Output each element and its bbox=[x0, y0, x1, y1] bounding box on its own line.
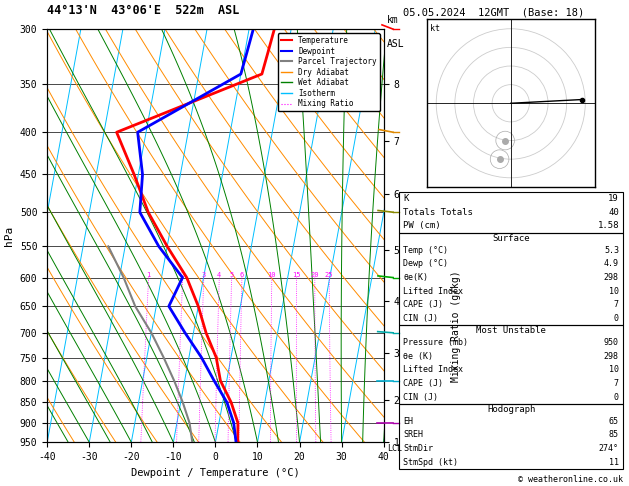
Text: Hodograph: Hodograph bbox=[487, 405, 535, 414]
Text: 298: 298 bbox=[604, 352, 619, 361]
Text: SREH: SREH bbox=[403, 431, 423, 439]
Text: 05.05.2024  12GMT  (Base: 18): 05.05.2024 12GMT (Base: 18) bbox=[403, 7, 584, 17]
Text: CAPE (J): CAPE (J) bbox=[403, 379, 443, 388]
Text: 1.58: 1.58 bbox=[598, 222, 619, 230]
Text: Lifted Index: Lifted Index bbox=[403, 365, 463, 374]
Text: 10: 10 bbox=[267, 272, 276, 278]
Text: Totals Totals: Totals Totals bbox=[403, 208, 473, 217]
Text: Pressure (mb): Pressure (mb) bbox=[403, 338, 468, 347]
Text: © weatheronline.co.uk: © weatheronline.co.uk bbox=[518, 474, 623, 484]
Text: 0: 0 bbox=[614, 393, 619, 401]
Text: StmDir: StmDir bbox=[403, 444, 433, 453]
Text: 20: 20 bbox=[311, 272, 319, 278]
Text: Lifted Index: Lifted Index bbox=[403, 287, 463, 295]
Text: 40: 40 bbox=[608, 208, 619, 217]
Text: 10: 10 bbox=[609, 287, 619, 295]
Text: Surface: Surface bbox=[493, 234, 530, 243]
Text: CIN (J): CIN (J) bbox=[403, 393, 438, 401]
Text: 274°: 274° bbox=[599, 444, 619, 453]
Text: 19: 19 bbox=[608, 194, 619, 203]
X-axis label: Dewpoint / Temperature (°C): Dewpoint / Temperature (°C) bbox=[131, 468, 300, 478]
Text: 4: 4 bbox=[217, 272, 221, 278]
Text: km: km bbox=[387, 15, 399, 25]
Text: Mixing Ratio (g/kg): Mixing Ratio (g/kg) bbox=[451, 271, 461, 382]
Text: 25: 25 bbox=[325, 272, 333, 278]
Text: StmSpd (kt): StmSpd (kt) bbox=[403, 458, 458, 467]
Text: 5: 5 bbox=[230, 272, 234, 278]
Y-axis label: hPa: hPa bbox=[4, 226, 14, 246]
Text: 950: 950 bbox=[604, 338, 619, 347]
Text: 1: 1 bbox=[147, 272, 151, 278]
Text: θe(K): θe(K) bbox=[403, 273, 428, 282]
Text: 3: 3 bbox=[202, 272, 206, 278]
Text: EH: EH bbox=[403, 417, 413, 426]
Text: 15: 15 bbox=[292, 272, 301, 278]
Text: PW (cm): PW (cm) bbox=[403, 222, 441, 230]
Text: 7: 7 bbox=[614, 379, 619, 388]
Text: K: K bbox=[403, 194, 409, 203]
Text: 5.3: 5.3 bbox=[604, 246, 619, 255]
Text: 11: 11 bbox=[609, 458, 619, 467]
Text: 7: 7 bbox=[614, 300, 619, 309]
Text: kt: kt bbox=[430, 24, 440, 34]
Text: CIN (J): CIN (J) bbox=[403, 314, 438, 323]
Text: Temp (°C): Temp (°C) bbox=[403, 246, 448, 255]
Text: Dewp (°C): Dewp (°C) bbox=[403, 260, 448, 268]
Text: 10: 10 bbox=[609, 365, 619, 374]
Text: Most Unstable: Most Unstable bbox=[476, 326, 546, 335]
Text: 0: 0 bbox=[614, 314, 619, 323]
Text: 65: 65 bbox=[609, 417, 619, 426]
Text: θe (K): θe (K) bbox=[403, 352, 433, 361]
Legend: Temperature, Dewpoint, Parcel Trajectory, Dry Adiabat, Wet Adiabat, Isotherm, Mi: Temperature, Dewpoint, Parcel Trajectory… bbox=[277, 33, 380, 111]
Text: 2: 2 bbox=[181, 272, 185, 278]
Text: 4.9: 4.9 bbox=[604, 260, 619, 268]
Text: 85: 85 bbox=[609, 431, 619, 439]
Text: 44°13'N  43°06'E  522m  ASL: 44°13'N 43°06'E 522m ASL bbox=[47, 4, 240, 17]
Text: LCL: LCL bbox=[387, 444, 402, 453]
Text: CAPE (J): CAPE (J) bbox=[403, 300, 443, 309]
Text: ASL: ASL bbox=[387, 39, 404, 50]
Text: 6: 6 bbox=[240, 272, 244, 278]
Text: 298: 298 bbox=[604, 273, 619, 282]
